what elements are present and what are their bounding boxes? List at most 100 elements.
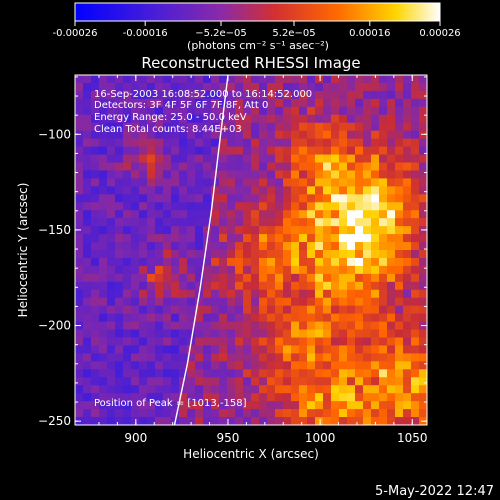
- heatmap-cell: [131, 369, 140, 378]
- heatmap-cell: [163, 178, 172, 187]
- heatmap-cell: [99, 234, 108, 243]
- heatmap-cell: [315, 218, 324, 227]
- heatmap-cell: [339, 353, 348, 362]
- heatmap-cell: [139, 210, 148, 219]
- heatmap-cell: [371, 265, 380, 275]
- heatmap-cell: [163, 297, 172, 307]
- heatmap-cell: [363, 210, 372, 219]
- heatmap-cell: [315, 377, 324, 386]
- heatmap-cell: [171, 369, 180, 378]
- chart-title: Reconstructed RHESSI Image: [141, 54, 360, 72]
- heatmap-cell: [275, 337, 284, 346]
- heatmap-cell: [211, 130, 220, 140]
- heatmap-cell: [163, 273, 172, 283]
- heatmap-cell: [91, 281, 100, 291]
- heatmap-cell: [283, 377, 292, 386]
- heatmap-cell: [323, 385, 332, 394]
- heatmap-cell: [267, 170, 276, 179]
- heatmap-cell: [107, 234, 116, 243]
- heatmap-cell: [235, 401, 244, 410]
- heatmap-cell: [115, 257, 124, 267]
- heatmap-cell: [115, 218, 124, 227]
- heatmap-cell: [411, 313, 420, 322]
- heatmap-cell: [323, 250, 332, 259]
- heatmap-cell: [219, 281, 228, 291]
- heatmap-cell: [131, 305, 140, 315]
- heatmap-cell: [347, 409, 356, 418]
- heatmap-cell: [411, 361, 420, 370]
- heatmap-cell: [339, 162, 348, 171]
- heatmap-cell: [347, 273, 356, 283]
- heatmap-cell: [99, 337, 108, 346]
- heatmap-cell: [267, 401, 276, 410]
- heatmap-cell: [267, 305, 276, 315]
- heatmap-cell: [283, 82, 292, 92]
- heatmap-cell: [347, 138, 356, 147]
- heatmap-cell: [235, 377, 244, 386]
- heatmap-cell: [107, 146, 116, 155]
- heatmap-cell: [235, 393, 244, 402]
- heatmap-cell: [203, 385, 212, 394]
- heatmap-cell: [147, 409, 156, 418]
- heatmap-cell: [251, 305, 260, 315]
- heatmap-cell: [83, 82, 92, 92]
- heatmap-cell: [259, 75, 268, 84]
- heatmap-cell: [259, 114, 268, 124]
- heatmap-cell: [147, 242, 156, 251]
- heatmap-cell: [323, 98, 332, 108]
- heatmap-cell: [187, 369, 196, 378]
- heatmap-cell: [403, 265, 412, 275]
- heatmap-cell: [411, 409, 420, 418]
- heatmap-cell: [163, 265, 172, 275]
- heatmap-cell: [419, 98, 427, 108]
- heatmap-cell: [387, 138, 396, 147]
- heatmap-cell: [379, 305, 388, 315]
- heatmap-cell: [107, 218, 116, 227]
- heatmap-cell: [307, 377, 316, 386]
- heatmap-cell: [307, 98, 316, 108]
- heatmap-cell: [315, 409, 324, 418]
- heatmap-cell: [147, 202, 156, 211]
- heatmap-cell: [139, 234, 148, 243]
- heatmap-cell: [243, 106, 252, 116]
- heatmap-cell: [323, 226, 332, 235]
- heatmap-cell: [387, 401, 396, 410]
- heatmap-cell: [275, 385, 284, 394]
- heatmap-cell: [347, 194, 356, 203]
- heatmap-cell: [363, 409, 372, 418]
- heatmap-cell: [227, 250, 236, 259]
- heatmap-cell: [315, 289, 324, 299]
- heatmap-cell: [187, 146, 196, 155]
- heatmap-cell: [139, 369, 148, 378]
- heatmap-cell: [395, 329, 404, 338]
- heatmap-cell: [243, 257, 252, 267]
- heatmap-cell: [259, 242, 268, 251]
- heatmap-cell: [315, 138, 324, 147]
- heatmap-cell: [371, 289, 380, 299]
- heatmap-cell: [371, 106, 380, 116]
- heatmap-cell: [99, 154, 108, 163]
- heatmap-cell: [291, 297, 300, 307]
- heatmap-cell: [259, 186, 268, 195]
- heatmap-cell: [75, 82, 84, 92]
- heatmap-cell: [235, 234, 244, 243]
- heatmap-cell: [187, 417, 196, 425]
- heatmap-cell: [411, 289, 420, 299]
- heatmap-cell: [195, 98, 204, 108]
- heatmap-cell: [123, 106, 132, 116]
- heatmap-cell: [83, 289, 92, 299]
- heatmap-cell: [243, 90, 252, 100]
- heatmap-cell: [155, 106, 164, 116]
- heatmap-cell: [339, 401, 348, 410]
- heatmap-cell: [275, 75, 284, 84]
- heatmap-cell: [371, 234, 380, 243]
- heatmap-cell: [323, 75, 332, 84]
- heatmap-cell: [411, 329, 420, 338]
- heatmap-cell: [187, 210, 196, 219]
- heatmap-cell: [91, 106, 100, 116]
- heatmap-cell: [235, 329, 244, 338]
- heatmap-cell: [179, 98, 188, 108]
- heatmap-cell: [371, 313, 380, 322]
- heatmap-cell: [203, 353, 212, 362]
- heatmap-cell: [139, 417, 148, 425]
